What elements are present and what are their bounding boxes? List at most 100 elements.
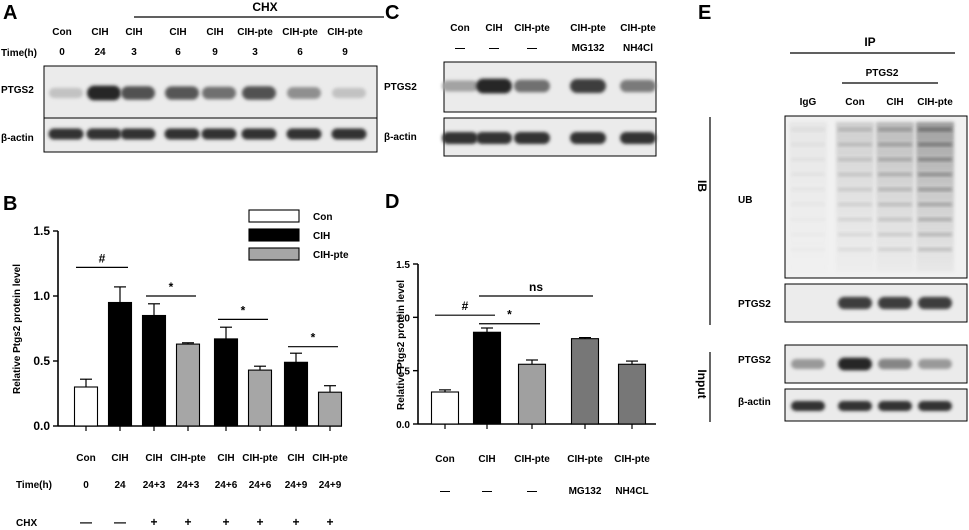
panel-d-chart: Relative Ptgs2 protein level 0.0 0.5 1.0 1.… — [396, 260, 656, 497]
panel-b-chx-3: + — [150, 515, 157, 529]
panel-d-treatment-2: — — [482, 486, 492, 497]
panel-c-ptgs2-band-4 — [570, 78, 606, 94]
panel-d-treatment-3: — — [527, 486, 537, 497]
panel-e-row3-band-4 — [918, 401, 952, 411]
panel-b-bar-1 — [73, 386, 99, 427]
panel-e-blot: IP PTGS2 IgG Con CIH CIH-pte IB Input UB PT… — [695, 35, 968, 422]
panel-e-ptgs2-header: PTGS2 — [866, 68, 899, 79]
panel-a-actin-band-5 — [201, 128, 237, 140]
panel-b-chx-2: — — [114, 515, 126, 529]
panel-a-lane-1-group: Con — [52, 27, 71, 38]
panel-a-ptgs2-band-4 — [165, 86, 199, 100]
panel-c-lane-5-treatment: NH4Cl — [623, 43, 653, 54]
panel-e-ub-ladder-3 — [878, 188, 912, 191]
panel-a-chx-label: CHX — [252, 0, 277, 14]
panel-e-ub-ladder-2 — [838, 203, 872, 206]
panel-d-ytick-label: 1.5 — [396, 260, 410, 271]
panel-a-ptgs2-band-5 — [202, 86, 236, 100]
panel-d-category-4: CIH-pte — [567, 454, 603, 465]
panel-b-chx-4: + — [184, 515, 191, 529]
panel-c-letter: C — [385, 2, 399, 24]
panel-c-row-label-ptgs2: PTGS2 — [384, 82, 417, 93]
panel-e-lane-1: IgG — [800, 97, 817, 108]
panel-e-ip-label: IP — [864, 35, 875, 49]
panel-b-letter: B — [3, 193, 17, 215]
panel-e-ub-ladder-1 — [791, 188, 825, 191]
panel-e-ub-smear-4 — [916, 122, 954, 272]
panel-b-category-5: CIH — [217, 453, 234, 464]
panel-e-row2-band-1 — [791, 359, 825, 369]
panel-e-row1-band-4 — [918, 296, 952, 310]
panel-e-ub-ladder-1 — [791, 233, 825, 236]
panel-a-actin-band-4 — [164, 128, 200, 140]
panel-c-lane-3-group: CIH-pte — [514, 23, 550, 34]
panel-c-ptgs2-band-3 — [514, 79, 550, 93]
panel-e-ub-ladder-3 — [878, 173, 912, 176]
panel-b-category-3: CIH — [145, 453, 162, 464]
panel-b-category-1: Con — [76, 453, 95, 464]
panel-e-ub-ladder-4 — [918, 173, 952, 176]
panel-a-actin-band-7 — [286, 128, 322, 140]
panel-e-ub-ladder-1 — [791, 128, 825, 131]
panel-e-ub-ladder-4 — [918, 143, 952, 146]
panel-b-category-2: CIH — [111, 453, 128, 464]
panel-a-actin-band-3 — [120, 128, 156, 140]
panel-a-letter: A — [3, 2, 17, 24]
panel-a-actin-band-8 — [331, 128, 367, 140]
panel-c-lane-1-group: Con — [450, 23, 469, 34]
panel-b-legend-swatch-2 — [248, 228, 300, 242]
panel-b-ytick-label: 0.0 — [33, 419, 50, 433]
panel-d-sig-label-2: * — [507, 308, 512, 322]
panel-d-ytick-label: 0.5 — [396, 367, 410, 378]
panel-e-row3-band-1 — [791, 401, 825, 411]
panel-c-lane-2-group: CIH — [485, 23, 502, 34]
panel-c-lane-3-treatment: — — [527, 43, 537, 54]
panel-e-row1-band-3 — [878, 296, 912, 310]
panel-a-blot: CHX Time(h) Con 0 CIH 24 CIH 3 CIH 6 CIH 9 CIH-pte… — [1, 0, 384, 153]
panel-c-lane-4-group: CIH-pte — [570, 23, 606, 34]
panel-d-treatment-1: — — [440, 486, 450, 497]
panel-a-ptgs2-band-6 — [242, 86, 276, 100]
panel-a-ptgs2-band-7 — [287, 87, 321, 99]
panel-b-bar-6 — [247, 369, 273, 427]
panel-a-actin-band-2 — [86, 128, 122, 140]
panel-c-lane-2-treatment: — — [489, 43, 499, 54]
panel-e-ub-ladder-2 — [838, 173, 872, 176]
panel-a-lane-4-time: 6 — [175, 47, 181, 58]
panel-e-ub-ladder-3 — [878, 203, 912, 206]
panel-b-legend-label-2: CIH — [313, 231, 330, 242]
panel-e-row3-band-3 — [878, 401, 912, 411]
panel-b-ytick-label: 1.0 — [33, 289, 50, 303]
panel-d-category-1: Con — [435, 454, 454, 465]
panel-d-treatment-5: NH4CL — [615, 486, 648, 497]
panel-b-sig-label-1: # — [99, 251, 106, 265]
panel-c-ptgs2-band-1 — [442, 80, 478, 92]
panel-b-sig-label-2: * — [169, 280, 174, 294]
panel-d-category-2: CIH — [478, 454, 495, 465]
panel-b-ytick-label: 0.5 — [33, 354, 50, 368]
panel-e-ub-ladder-4 — [918, 203, 952, 206]
panel-e-row2-band-4 — [918, 359, 952, 369]
panel-e-ub-ladder-3 — [878, 128, 912, 131]
panel-e-row1-band-2 — [838, 296, 872, 310]
panel-a-lane-8-group: CIH-pte — [327, 27, 363, 38]
panel-b-chx-6: + — [256, 515, 263, 529]
panel-d-letter: D — [385, 191, 399, 213]
panel-a-lane-4-group: CIH — [169, 27, 186, 38]
panel-d-ytick-label: 1.0 — [396, 313, 410, 324]
panel-c-lane-1-treatment: — — [455, 43, 465, 54]
panel-c-lane-5-group: CIH-pte — [620, 23, 656, 34]
panel-b-chx-1: — — [80, 515, 92, 529]
panel-b-legend-label-1: Con — [313, 212, 332, 223]
panel-a-lane-2-group: CIH — [91, 27, 108, 38]
panel-e-lane-2: Con — [845, 97, 864, 108]
panel-b-time-7: 24+9 — [285, 480, 308, 491]
panel-e-ub-ladder-4 — [918, 158, 952, 161]
panel-e-ub-ladder-4 — [918, 248, 952, 251]
panel-d-treatment-4: MG132 — [569, 486, 602, 497]
panel-e-ub-ladder-2 — [838, 218, 872, 221]
panel-e-input-label: Input — [695, 369, 709, 398]
panel-d-category-3: CIH-pte — [514, 454, 550, 465]
